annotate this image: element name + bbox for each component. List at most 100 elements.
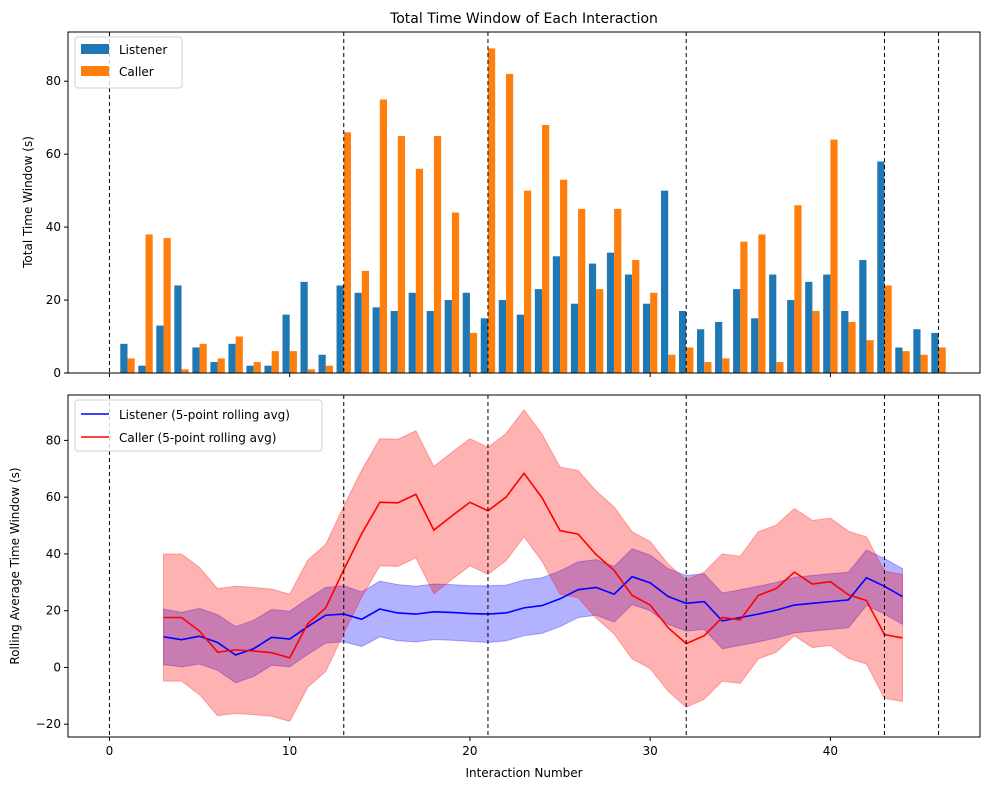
bar-caller-34 [722, 358, 730, 373]
bar-caller-26 [578, 208, 586, 373]
bottom-x-axis-label: Interaction Number [465, 766, 582, 780]
bar-listener-36 [751, 318, 759, 373]
bar-caller-13 [343, 132, 351, 373]
bar-caller-31 [668, 354, 676, 373]
bar-listener-21 [480, 318, 488, 373]
bar-listener-41 [841, 311, 849, 373]
x-tick-label-40: 40 [823, 744, 838, 758]
bar-caller-19 [451, 212, 460, 373]
top-y-axis-label: Total Time Window (s) [21, 136, 35, 269]
bar-caller-16 [397, 135, 406, 373]
bar-caller-30 [650, 292, 658, 373]
bar-listener-43 [877, 161, 885, 373]
bar-caller-45 [920, 354, 928, 373]
legend-swatch-listener [81, 44, 109, 54]
bar-caller-10 [289, 351, 297, 373]
bar-listener-27 [588, 263, 597, 373]
bar-listener-46 [931, 332, 939, 373]
bar-listener-40 [823, 274, 831, 373]
bar-listener-33 [697, 329, 705, 373]
bar-listener-45 [913, 329, 921, 373]
bar-listener-42 [859, 259, 867, 373]
bar-caller-17 [415, 168, 424, 373]
x-tick-label-30: 30 [643, 744, 658, 758]
bar-caller-35 [740, 241, 748, 373]
legend-label-caller-avg: Caller (5-point rolling avg) [119, 431, 276, 445]
y-tick-label-0: 0 [53, 660, 61, 674]
bar-caller-23 [524, 190, 532, 373]
band-series-0 [163, 548, 903, 684]
y-tick-label-0: 0 [53, 366, 61, 380]
bar-listener-17 [408, 292, 416, 373]
top-legend: Listener Caller [74, 36, 183, 89]
bottom-chart: −20 0 20 40 60 80 0 10 20 30 40 Interaction Number… [8, 394, 981, 780]
legend-swatch-caller [81, 66, 109, 76]
bar-listener-25 [552, 256, 561, 373]
bottom-legend-box [74, 399, 323, 452]
bar-listener-23 [516, 314, 524, 373]
bar-listener-29 [624, 274, 633, 373]
bar-caller-42 [866, 340, 874, 373]
x-tick-label-10: 10 [282, 744, 297, 758]
bar-listener-9 [264, 365, 272, 373]
bar-listener-11 [300, 281, 308, 373]
bar-caller-14 [361, 270, 369, 373]
bar-caller-18 [433, 135, 442, 373]
bar-listener-1 [120, 343, 128, 373]
bar-caller-25 [560, 179, 568, 373]
bar-caller-37 [776, 362, 784, 373]
bar-caller-3 [163, 238, 171, 373]
x-tick-label-0: 0 [106, 744, 114, 758]
line-series-1 [163, 471, 903, 659]
bar-caller-2 [145, 234, 153, 373]
legend-label-listener: Listener [119, 43, 167, 57]
bar-listener-38 [787, 300, 795, 373]
axes-frame [67, 394, 981, 738]
bar-listener-28 [606, 252, 615, 373]
bar-caller-20 [469, 332, 478, 373]
bar-listener-2 [138, 365, 146, 373]
bar-caller-44 [902, 351, 910, 373]
bar-listener-22 [498, 300, 506, 373]
y-tick-label-60: 60 [46, 490, 61, 504]
line-series-0 [163, 575, 903, 656]
bar-listener-4 [174, 285, 182, 373]
bar-caller-40 [830, 139, 838, 373]
bar-caller-1 [127, 358, 135, 373]
bottom-y-axis-label: Rolling Average Time Window (s) [8, 467, 22, 664]
bar-listener-13 [336, 285, 344, 373]
y-tick-label-40: 40 [46, 220, 61, 234]
bar-listener-14 [354, 292, 362, 373]
bar-caller-12 [325, 365, 333, 373]
bar-listener-39 [805, 281, 813, 373]
bar-caller-4 [181, 369, 189, 373]
y-tick-label--20: −20 [36, 717, 61, 731]
bar-listener-31 [660, 190, 669, 373]
bar-listener-35 [733, 289, 741, 373]
axes-frame [67, 31, 981, 374]
bar-listener-18 [426, 311, 434, 373]
legend-label-listener-avg: Listener (5-point rolling avg) [119, 408, 290, 422]
bar-listener-30 [642, 303, 651, 373]
bar-caller-7 [235, 336, 243, 373]
bar-caller-24 [542, 125, 550, 373]
y-tick-label-40: 40 [46, 547, 61, 561]
bar-listener-15 [372, 307, 380, 373]
bar-caller-21 [487, 48, 496, 373]
y-tick-label-20: 20 [46, 293, 61, 307]
top-chart-title: Total Time Window of Each Interaction [389, 11, 658, 27]
bottom-plot-area: −20 0 20 40 60 80 0 10 20 30 40 [36, 394, 981, 758]
bar-caller-29 [632, 259, 640, 373]
bar-caller-43 [884, 285, 892, 373]
bottom-legend: Listener (5-point rolling avg) Caller (5… [74, 399, 323, 452]
band-series-1 [163, 408, 903, 722]
bar-listener-10 [282, 314, 290, 373]
y-tick-label-60: 60 [46, 147, 61, 161]
bar-caller-41 [848, 321, 856, 373]
bar-listener-19 [444, 300, 452, 373]
bar-listener-20 [462, 292, 470, 373]
bar-listener-24 [534, 289, 543, 373]
bar-listener-37 [769, 274, 777, 373]
y-tick-label-80: 80 [46, 74, 61, 88]
